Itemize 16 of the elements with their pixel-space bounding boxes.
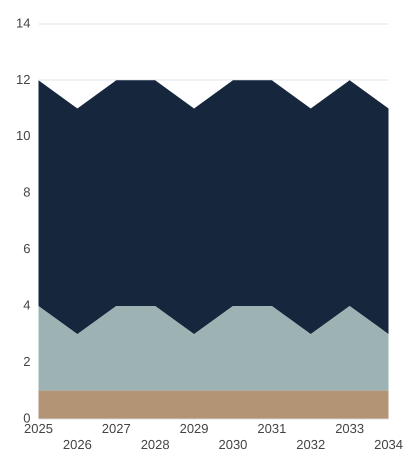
x-tick-label: 2029 [180,421,209,436]
y-tick-label: 12 [16,72,30,87]
x-tick-label: 2030 [218,436,248,452]
y-tick-label: 14 [16,15,30,30]
y-tick-label: 6 [23,241,30,256]
y-tick-label: 8 [23,184,30,200]
y-tick-label: 2 [23,354,30,369]
x-tick-label: 2026 [62,436,92,452]
x-tick-label: 2034 [374,436,403,452]
y-tick-label: 4 [23,298,30,313]
y-tick-label: 10 [16,128,30,144]
x-tick-label: 2033 [335,421,364,436]
x-tick-label: 2032 [296,436,326,452]
x-tick-label: 2028 [140,436,170,452]
x-tick-label: 2031 [257,421,286,436]
x-tick-label: 2027 [102,421,131,436]
